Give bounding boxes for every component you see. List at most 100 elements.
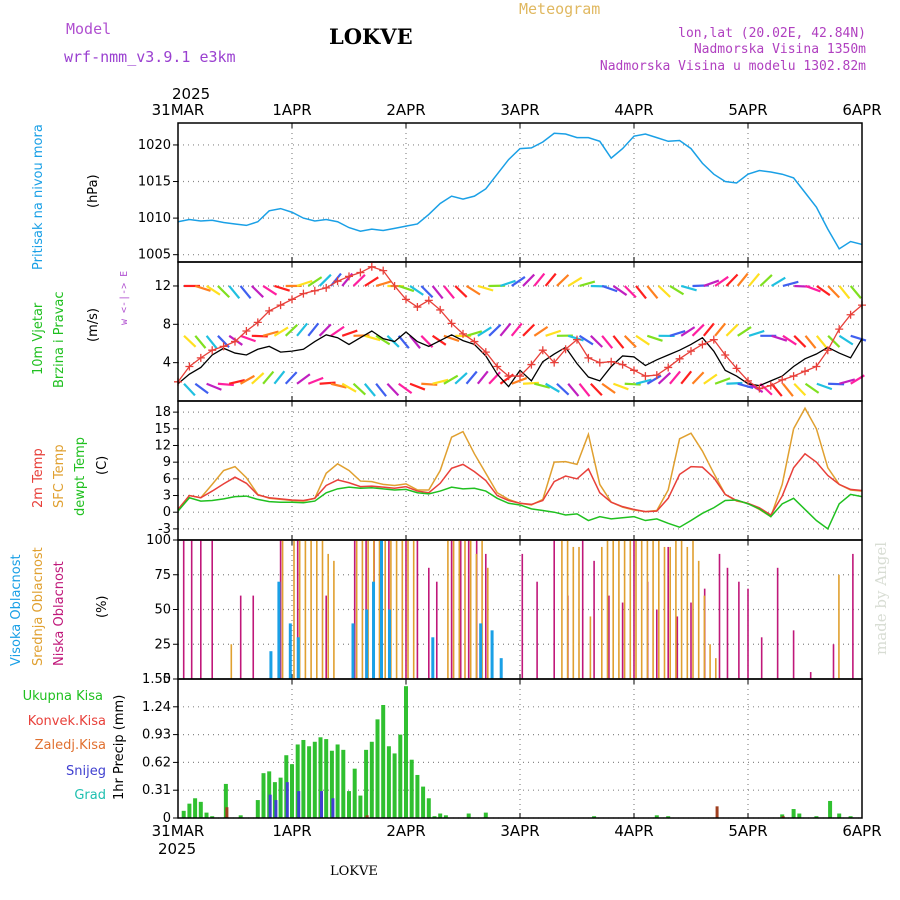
- total-precip-bar: [797, 813, 802, 818]
- wind-speed-marker: [652, 371, 661, 380]
- total-precip-bar: [324, 739, 329, 818]
- mid-cloud-bar: [230, 644, 233, 679]
- total-precip-bar: [592, 816, 597, 818]
- total-precip-bar: [198, 801, 203, 818]
- wind-speed-marker: [618, 360, 627, 369]
- mid-cloud-bar: [407, 540, 409, 679]
- high-cloud-bar: [277, 581, 281, 679]
- wind-speed-marker: [744, 376, 752, 385]
- wind-direction-arrow: [838, 285, 851, 300]
- low-cloud-bar: [200, 540, 202, 679]
- wind-direction-arrow: [409, 382, 426, 391]
- wind-direction-arrow: [759, 274, 773, 287]
- wind-speed-marker: [835, 325, 844, 334]
- wind-speed-marker: [413, 303, 422, 312]
- low-cloud-bar: [536, 581, 538, 679]
- wind-direction-arrow: [397, 335, 410, 349]
- x-label-top: 2APR: [386, 101, 425, 119]
- wind-direction-arrow: [850, 334, 867, 342]
- wind-compass: w <-|-> E: [119, 271, 130, 325]
- mid-cloud-bar: [680, 540, 683, 679]
- wind-direction-arrow: [375, 280, 392, 288]
- low-cloud-bar: [792, 630, 795, 679]
- wind-direction-arrow: [737, 382, 754, 390]
- wind-name-label-2: Brzina i Pravac: [52, 291, 67, 388]
- low-cloud-bar: [832, 644, 835, 679]
- wind-speed-marker: [675, 354, 684, 363]
- legend-total-precip: Ukupna Kisa: [23, 689, 103, 704]
- wind-direction-arrow: [228, 379, 246, 385]
- total-precip-bar: [255, 800, 260, 818]
- mid-cloud-bar: [715, 658, 717, 679]
- wind-speed-marker: [550, 358, 559, 367]
- pressure-line: [177, 132, 863, 250]
- mid-cloud-bar: [606, 540, 609, 679]
- temp-ylabel: 2m Temp SFC Temp dewpt Temp (C): [31, 437, 110, 516]
- wind-direction-arrow: [307, 376, 324, 385]
- mid-cloud-bar: [327, 553, 329, 679]
- mid-cloud-bar: [566, 540, 569, 679]
- wind-direction-arrow: [251, 372, 265, 385]
- wind-direction-arrow: [228, 285, 241, 300]
- wind-direction-arrow: [409, 285, 424, 296]
- year-bottom: 2025: [158, 840, 196, 858]
- wind-direction-arrow: [657, 285, 671, 298]
- pressure-ytick-label: 1005: [138, 248, 171, 263]
- low-cloud-bar: [633, 540, 635, 679]
- temperature-ytick-label: 15: [154, 422, 171, 437]
- wind-direction-arrow: [691, 371, 705, 385]
- wind-direction-arrow: [556, 274, 570, 287]
- wind-direction-arrow: [251, 285, 264, 298]
- cloud-ytick-label: 100: [146, 533, 171, 548]
- mid-cloud-bar: [475, 553, 478, 679]
- wind-direction-arrow: [578, 334, 594, 346]
- legend-freezing-precip: Zaledj.Kisa: [35, 738, 106, 753]
- wind-speed-marker: [390, 281, 399, 290]
- wind-speed-marker: [504, 372, 513, 381]
- legend-hail: Grad: [74, 788, 106, 803]
- wind-name-label: 10m Vjetar: [31, 302, 46, 375]
- wind-direction-arrow: [319, 381, 336, 385]
- wind-speed-marker: [208, 346, 217, 355]
- wind-direction-arrow: [782, 383, 794, 397]
- mid-cloud-bar: [481, 540, 483, 679]
- low-cloud-bar: [776, 567, 779, 679]
- wind-speed-marker: [367, 262, 376, 271]
- pressure-ytick-label: 1010: [138, 211, 171, 226]
- wind-direction-arrow: [409, 335, 421, 349]
- wind-direction-arrow: [612, 335, 625, 349]
- wind-direction-arrow: [477, 284, 494, 292]
- x-label-bottom: 4APR: [614, 822, 653, 840]
- temp-dewpt-label: dewpt Temp: [73, 437, 88, 516]
- wind-ytick-label: 12: [154, 279, 171, 294]
- wind-direction-arrow: [646, 285, 659, 299]
- total-precip-bar: [814, 816, 819, 818]
- low-cloud-bar: [190, 540, 193, 679]
- wind-direction-arrow: [556, 382, 570, 396]
- wind-ytick-label: 4: [163, 356, 171, 371]
- low-cloud-bar: [467, 540, 470, 679]
- x-label-bottom: 3APR: [500, 822, 539, 840]
- total-precip-bar: [278, 777, 283, 818]
- wind-direction-arrow: [578, 383, 591, 397]
- low-cloud-bar: [325, 595, 327, 679]
- low-cloud-bar: [435, 581, 438, 679]
- wind-direction-arrow: [511, 377, 528, 385]
- wind-direction-arrow: [714, 377, 731, 385]
- low-cloud-bar: [553, 540, 555, 679]
- year-top: 2025: [172, 85, 210, 103]
- total-precip-bar: [290, 764, 294, 818]
- snow-bar: [320, 791, 323, 818]
- temperature-ytick-label: 18: [154, 405, 171, 420]
- wind-direction-arrow: [771, 276, 786, 287]
- low-cloud-bar: [450, 540, 453, 679]
- wind-direction-arrow: [669, 330, 686, 337]
- low-cloud-bar: [621, 602, 624, 679]
- total-precip-bar: [341, 749, 346, 818]
- wind-speed-marker: [265, 306, 274, 315]
- dewpt-line: [177, 486, 863, 531]
- wind-direction-arrow: [443, 334, 460, 343]
- mid-cloud-bar: [652, 540, 654, 679]
- wind-speed-marker: [823, 346, 832, 355]
